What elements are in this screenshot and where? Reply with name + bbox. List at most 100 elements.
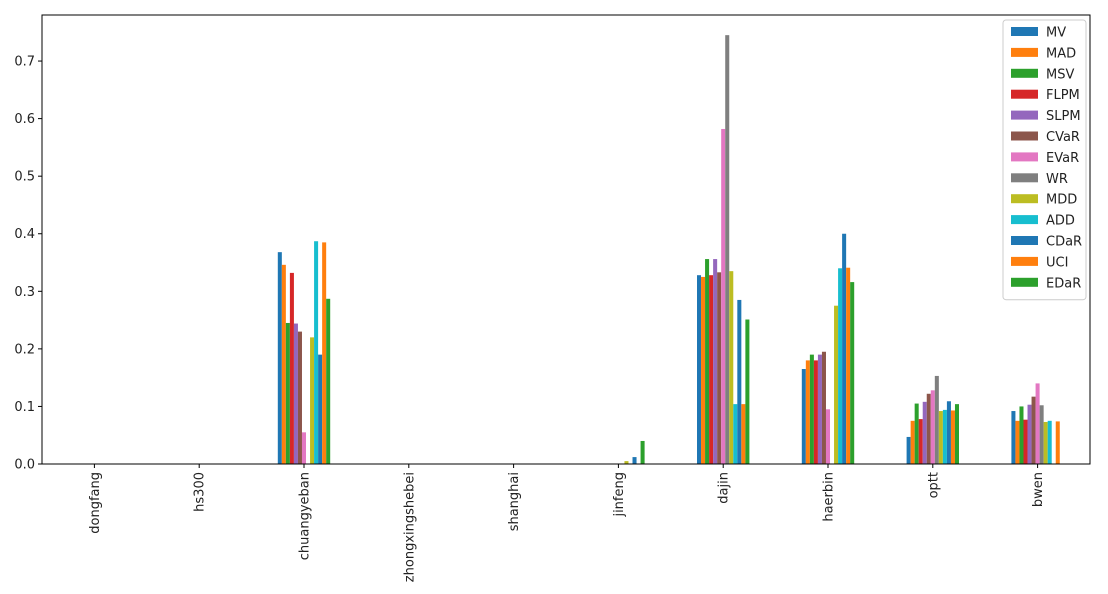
bar-slpm-haerbin — [817, 354, 822, 464]
bar-add-haerbin — [838, 268, 843, 464]
x-tick-label-bwen: bwen — [1031, 472, 1046, 507]
bar-cvar-haerbin — [821, 351, 826, 464]
x-tick-label-chuangyeban: chuangyeban — [298, 472, 313, 560]
plot-frame — [41, 14, 1091, 465]
legend-swatch-cvar — [1011, 131, 1038, 141]
legend-swatch-wr — [1011, 173, 1038, 183]
legend-swatch-mad — [1011, 47, 1038, 57]
x-tick-label-haerbin: haerbin — [822, 472, 837, 522]
bar-uci-bwen — [1055, 421, 1060, 464]
bar-mdd-jinfeng — [624, 461, 629, 464]
y-tick-label: 0.2 — [14, 342, 35, 357]
y-tick-label: 0.6 — [14, 112, 35, 127]
bar-evar-dajin — [721, 128, 726, 465]
bar-wr-bwen — [1039, 405, 1044, 464]
bar-edar-haerbin — [850, 282, 855, 464]
bar-msv-chuangyeban — [285, 322, 290, 464]
bar-msv-haerbin — [809, 354, 814, 464]
legend-label-cvar: CVaR — [1046, 130, 1080, 145]
bar-cdar-dajin — [737, 299, 742, 464]
bar-mdd-haerbin — [834, 305, 839, 464]
bar-cvar-dajin — [717, 272, 722, 464]
legend-label-edar: EDaR — [1046, 276, 1081, 291]
bar-uci-dajin — [741, 404, 746, 464]
legend-swatch-mv — [1011, 27, 1038, 36]
bar-cvar-chuangyeban — [297, 331, 302, 464]
legend-label-flpm: FLPM — [1046, 88, 1080, 103]
bar-cdar-jinfeng — [632, 457, 637, 464]
bar-mv-haerbin — [801, 369, 806, 464]
legend-swatch-msv — [1011, 68, 1038, 78]
bar-slpm-optt — [922, 401, 927, 464]
bar-evar-chuangyeban — [301, 432, 307, 464]
bar-mad-dajin — [701, 276, 706, 464]
x-tick-label-zhongxingshebei: zhongxingshebei — [402, 472, 417, 582]
legend-label-msv: MSV — [1046, 67, 1074, 82]
y-tick-label: 0.5 — [14, 170, 35, 185]
bar-wr-dajin — [725, 35, 730, 465]
y-tick-label: 0.3 — [14, 285, 35, 300]
bar-edar-dajin — [745, 319, 750, 464]
bar-cdar-chuangyeban — [318, 354, 323, 464]
bar-edar-jinfeng — [640, 440, 645, 464]
bar-flpm-bwen — [1023, 419, 1028, 464]
bar-msv-dajin — [705, 259, 710, 464]
bar-edar-chuangyeban — [326, 298, 331, 464]
bar-slpm-dajin — [713, 259, 718, 464]
bar-slpm-bwen — [1027, 404, 1032, 464]
legend-swatch-flpm — [1011, 89, 1038, 99]
bar-add-bwen — [1047, 420, 1052, 464]
bar-mad-bwen — [1015, 420, 1020, 464]
bar-mdd-chuangyeban — [310, 337, 315, 464]
y-tick-label: 0.0 — [14, 458, 35, 473]
bar-mdd-dajin — [729, 271, 734, 464]
legend-label-slpm: SLPM — [1046, 109, 1081, 124]
legend-label-cdar: CDaR — [1046, 235, 1082, 250]
legend-label-wr: WR — [1046, 172, 1068, 187]
x-axis: dongfang hs300 chuangyeban zhongxingshebei s… — [88, 464, 1046, 582]
bar-add-optt — [942, 409, 947, 464]
legend-swatch-cdar — [1011, 236, 1038, 245]
legend-swatch-slpm — [1011, 110, 1038, 120]
legend-swatch-edar — [1011, 277, 1038, 287]
x-tick-label-jinfeng: jinfeng — [612, 472, 627, 518]
x-tick-label-hs300: hs300 — [193, 472, 208, 512]
bar-cvar-optt — [926, 393, 931, 464]
bar-evar-optt — [930, 390, 935, 464]
y-tick-label: 0.4 — [14, 227, 35, 242]
bar-wr-optt — [934, 375, 939, 464]
bar-flpm-dajin — [709, 275, 714, 464]
y-tick-label: 0.1 — [14, 400, 35, 415]
bar-msv-optt — [914, 403, 919, 464]
y-axis: 0.0 0.1 0.2 0.3 0.4 0.5 0.6 0.7 — [14, 55, 42, 473]
legend-label-mv: MV — [1046, 26, 1066, 41]
legend-label-uci: UCI — [1046, 255, 1068, 270]
legend-label-add: ADD — [1046, 214, 1075, 229]
bar-evar-haerbin — [825, 409, 831, 464]
bar-mdd-optt — [938, 411, 943, 464]
legend-label-mdd: MDD — [1046, 193, 1077, 208]
x-tick-label-optt: optt — [926, 472, 941, 498]
bar-mv-optt — [906, 436, 911, 464]
legend: MV MAD MSV FLPM SLPM CVaR EVaR WR MDD ADD CDaR UCI E… — [1002, 19, 1087, 301]
x-tick-label-dajin: dajin — [717, 472, 732, 504]
bar-mv-bwen — [1011, 411, 1016, 464]
legend-swatch-mdd — [1011, 194, 1038, 204]
bar-mad-chuangyeban — [281, 264, 286, 464]
bar-flpm-haerbin — [813, 360, 818, 464]
bar-uci-chuangyeban — [322, 242, 327, 464]
bar-add-chuangyeban — [314, 241, 319, 464]
legend-swatch-uci — [1011, 256, 1038, 266]
x-tick-label-shanghai: shanghai — [507, 472, 522, 531]
bar-mv-chuangyeban — [277, 252, 282, 464]
bar-evar-bwen — [1035, 383, 1040, 464]
bar-add-dajin — [733, 404, 738, 464]
legend-swatch-evar — [1011, 152, 1038, 162]
bar-mdd-bwen — [1043, 421, 1048, 464]
bar-uci-optt — [950, 410, 955, 464]
bar-uci-haerbin — [846, 267, 851, 464]
bar-slpm-chuangyeban — [293, 323, 298, 464]
bar-cvar-bwen — [1031, 396, 1036, 464]
x-tick-label-dongfang: dongfang — [88, 472, 103, 534]
